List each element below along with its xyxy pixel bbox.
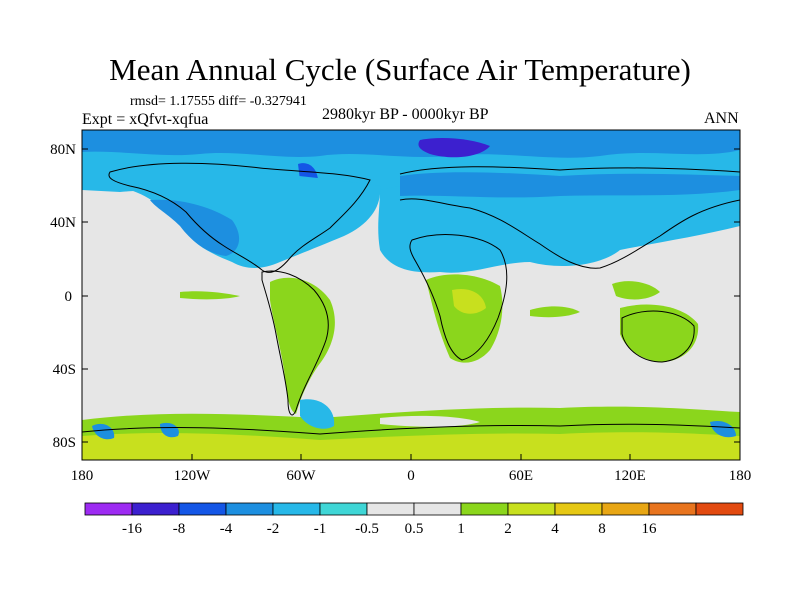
x-label-180e: 180 xyxy=(729,468,752,484)
period-label: 2980kyr BP - 0000kyr BP xyxy=(322,106,489,123)
south-america-coast xyxy=(261,270,329,416)
legend-label-9: 4 xyxy=(551,521,559,537)
antarctic-neutral-band xyxy=(380,415,480,427)
legend-box-10 xyxy=(554,502,603,516)
south-america-warm xyxy=(270,277,335,414)
y-label-80n: 80N xyxy=(50,142,76,158)
x-label-180w: 180 xyxy=(71,468,94,484)
indonesia-warm xyxy=(612,281,660,300)
africa-warm xyxy=(426,274,503,363)
legend-color-boxes xyxy=(84,502,744,516)
legend-box-0 xyxy=(84,502,133,516)
legend-box-6 xyxy=(366,502,415,516)
africa-coast xyxy=(409,234,508,361)
eurasia-coast xyxy=(399,166,740,269)
legend-box-7 xyxy=(413,502,462,516)
axis-ticks xyxy=(81,148,741,460)
legend-label-6: 0.5 xyxy=(405,521,424,537)
y-axis-labels: 80N 40N 0 40S 80S xyxy=(50,142,76,451)
legend-box-12 xyxy=(648,502,697,516)
legend-box-9 xyxy=(507,502,556,516)
north-america-cool-region xyxy=(108,166,381,268)
x-label-120w: 120W xyxy=(174,468,212,484)
north-america-coast xyxy=(108,162,371,273)
y-label-40n: 40N xyxy=(50,215,76,231)
australia-coast xyxy=(621,310,695,363)
y-label-0: 0 xyxy=(65,289,73,305)
eurasia-moderate-cool xyxy=(400,172,740,198)
legend-label-3: -2 xyxy=(267,521,280,537)
siberia-cold-spot xyxy=(418,138,490,158)
legend-label-8: 2 xyxy=(504,521,512,537)
eurasia-cool-region xyxy=(378,182,740,273)
africa-strong-warm xyxy=(452,288,486,314)
legend-box-5 xyxy=(319,502,368,516)
legend-label-7: 1 xyxy=(457,521,465,537)
australia-warm xyxy=(620,304,699,362)
arctic-strong-cool xyxy=(82,130,740,158)
ross-cool-spot-3 xyxy=(710,420,736,438)
antarctic-strong-warm xyxy=(82,432,740,460)
x-label-120e: 120E xyxy=(614,468,646,484)
y-label-40s: 40S xyxy=(53,362,76,378)
chart-title: Mean Annual Cycle (Surface Air Temperatu… xyxy=(109,52,691,87)
legend-box-2 xyxy=(178,502,227,516)
north-america-moderate-cool xyxy=(150,199,240,256)
antarctica-coast xyxy=(82,423,740,435)
legend-label-11: 16 xyxy=(642,521,658,537)
legend-box-1 xyxy=(131,502,180,516)
anomaly-fields xyxy=(82,130,740,460)
indian-ocean-warm xyxy=(530,306,580,318)
legend-labels: -16 -8 -4 -2 -1 -0.5 0.5 1 2 4 8 16 xyxy=(122,521,657,537)
legend-box-3 xyxy=(225,502,274,516)
legend-label-2: -4 xyxy=(220,521,233,537)
ross-cool-spot-1 xyxy=(92,423,115,440)
x-axis-labels: 180 120W 60W 0 60E 120E 180 xyxy=(71,468,752,484)
y-label-80s: 80S xyxy=(53,435,76,451)
legend-box-13 xyxy=(695,502,744,516)
legend-label-4: -1 xyxy=(314,521,327,537)
experiment-label: Expt = xQfvt-xqfua xyxy=(82,111,209,128)
legend-box-8 xyxy=(460,502,509,516)
weddell-cool-spot xyxy=(300,399,335,429)
legend-box-11 xyxy=(601,502,650,516)
legend-label-5: -0.5 xyxy=(355,521,379,537)
x-label-60w: 60W xyxy=(286,468,316,484)
legend-label-0: -16 xyxy=(122,521,142,537)
season-label: ANN xyxy=(704,110,739,127)
coastlines xyxy=(82,162,740,435)
ross-cool-spot-2 xyxy=(160,422,179,438)
legend-label-1: -8 xyxy=(173,521,186,537)
rmsd-diff-stats: rmsd= 1.17555 diff= -0.327941 xyxy=(130,94,307,109)
legend-label-10: 8 xyxy=(598,521,606,537)
legend-box-4 xyxy=(272,502,321,516)
x-label-0: 0 xyxy=(407,468,415,484)
pacific-warm-streak xyxy=(180,291,240,300)
x-label-60e: 60E xyxy=(509,468,533,484)
